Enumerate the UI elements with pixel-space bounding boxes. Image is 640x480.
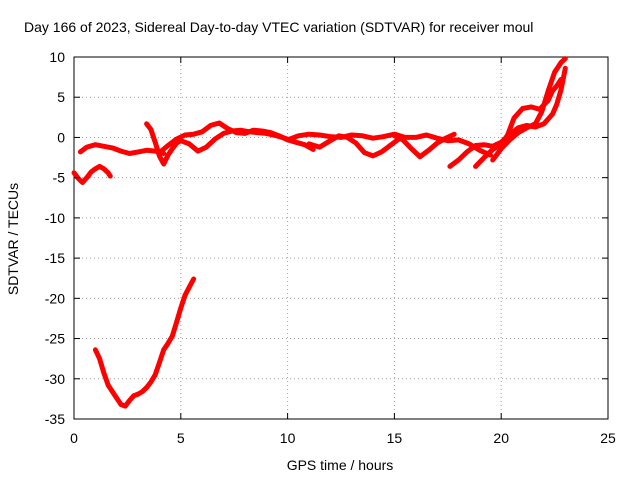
series-line-10 xyxy=(473,77,564,169)
x-tick-label: 10 xyxy=(280,430,296,446)
chart-title: Day 166 of 2023, Sidereal Day-to-day VTE… xyxy=(24,19,533,35)
series-line-1 xyxy=(71,163,113,185)
y-tick-label: 5 xyxy=(57,89,65,105)
y-tick-label: -35 xyxy=(45,411,65,427)
x-axis-title: GPS time / hours xyxy=(287,457,394,473)
series-line-9 xyxy=(447,65,568,169)
x-axis: 0 5 10 15 20 25 xyxy=(70,57,616,446)
y-tick-label: -25 xyxy=(45,331,65,347)
y-tick-label: -20 xyxy=(45,290,65,306)
plot-frame xyxy=(73,56,609,420)
x-tick-label: 25 xyxy=(600,430,616,446)
series-line-2 xyxy=(77,142,167,156)
series-layer xyxy=(71,56,568,409)
series-line-6 xyxy=(285,131,493,158)
grid xyxy=(74,57,608,419)
y-tick-label: -10 xyxy=(45,210,65,226)
y-axis-title: SDTVAR / TECUs xyxy=(5,183,21,295)
x-tick-label: 5 xyxy=(177,430,185,446)
series-line-3 xyxy=(92,276,197,409)
y-tick-label: 10 xyxy=(49,49,65,65)
y-tick-label: -30 xyxy=(45,371,65,387)
y-tick-label: 0 xyxy=(57,129,65,145)
y-tick-label: -5 xyxy=(53,170,66,186)
series-line-8 xyxy=(391,131,457,160)
series-line-7 xyxy=(306,133,402,159)
series-line-11 xyxy=(490,56,568,163)
y-tick-label: -15 xyxy=(45,250,65,266)
x-tick-label: 15 xyxy=(387,430,403,446)
x-tick-label: 0 xyxy=(70,430,78,446)
x-tick-label: 20 xyxy=(493,430,509,446)
y-axis: 10 5 0 -5 -10 -15 -20 -25 -30 -35 xyxy=(45,49,608,427)
